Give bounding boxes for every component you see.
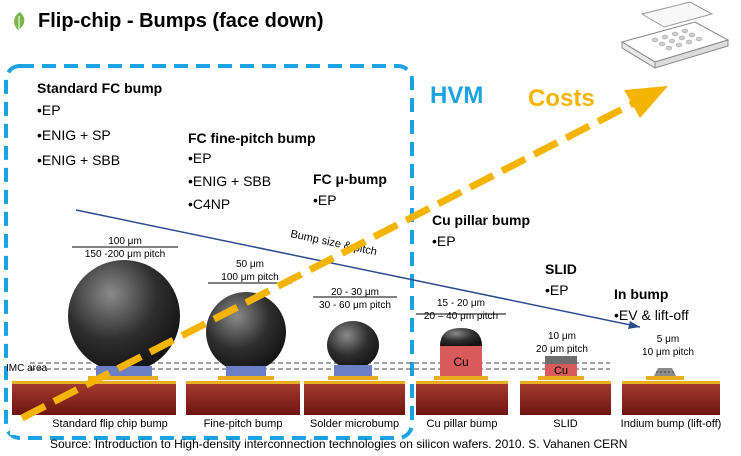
list-item: •EP bbox=[432, 233, 456, 249]
slid-inner-label: Cu bbox=[554, 365, 568, 377]
page-title: Flip-chip - Bumps (face down) bbox=[38, 10, 324, 32]
list-item: •EP bbox=[188, 150, 212, 166]
cu-pillar-title: Cu pillar bump bbox=[432, 212, 530, 228]
mu-bump-title: FC μ-bump bbox=[313, 171, 387, 187]
list-item: •EV & lift-off bbox=[614, 307, 689, 323]
standard-caption: Standard flip chip bump bbox=[52, 418, 168, 430]
fine-pitch-dimensions: 50 μm 100 μm pitch bbox=[200, 258, 300, 284]
hvm-label: HVM bbox=[430, 82, 484, 109]
fine-pitch-list: •EP •ENIG + SBB •C4NP bbox=[188, 147, 271, 216]
source-citation: Source: Introduction to High-density int… bbox=[50, 437, 628, 451]
costs-arrow bbox=[20, 86, 668, 422]
indium-caption: Indium bump (lift-off) bbox=[620, 418, 722, 430]
bump-pitch: 20 μm pitch bbox=[536, 344, 588, 355]
bump-size: 50 μm bbox=[236, 259, 264, 270]
fine-pitch-bump-figure bbox=[186, 292, 300, 415]
fine-pitch-title: FC fine-pitch bump bbox=[188, 130, 316, 146]
list-item: •EP bbox=[37, 102, 61, 118]
slid-dimensions: 10 μm 20 μm pitch bbox=[522, 330, 602, 356]
standard-dimensions: 100 μm 150 -200 μm pitch bbox=[68, 235, 182, 261]
cu-pillar-list: •EP bbox=[432, 229, 456, 254]
indium-dimensions: 5 μm 10 μm pitch bbox=[628, 333, 708, 359]
hvm-box bbox=[4, 64, 414, 440]
slid-caption: SLID bbox=[553, 418, 578, 430]
cu-pillar-inner-label: Cu bbox=[453, 355, 468, 369]
costs-label: Costs bbox=[528, 85, 595, 112]
bump-size: 10 μm bbox=[548, 331, 576, 342]
list-item: •EP bbox=[313, 192, 337, 208]
bump-size: 5 μm bbox=[656, 334, 680, 345]
cu-pillar-figure bbox=[416, 328, 508, 415]
flip-chip-icon bbox=[620, 1, 730, 69]
bump-size: 100 μm bbox=[108, 236, 142, 247]
list-item: •EP bbox=[545, 282, 569, 298]
fine-pitch-caption: Fine-pitch bump bbox=[203, 418, 283, 430]
standard-fc-title: Standard FC bump bbox=[37, 80, 163, 96]
cu-pillar-dimensions: 15 - 20 μm 20 – 40 μm pitch bbox=[412, 297, 510, 323]
slid-list: •EP bbox=[545, 278, 569, 303]
in-bump-list: •EV & lift-off bbox=[614, 303, 689, 328]
imc-label: IMC area bbox=[6, 363, 48, 374]
cu-pillar-caption: Cu pillar bump bbox=[426, 418, 498, 430]
bump-pitch: 150 -200 μm pitch bbox=[84, 249, 166, 260]
bump-pitch: 100 μm pitch bbox=[221, 272, 279, 283]
list-item: •ENIG + SP bbox=[37, 127, 111, 143]
list-item: •ENIG + SBB bbox=[37, 152, 121, 168]
bump-pitch: 20 – 40 μm pitch bbox=[423, 311, 499, 322]
microbump-dimensions: 20 - 30 μm 30 - 60 μm pitch bbox=[305, 286, 405, 312]
microbump-caption: Solder microbump bbox=[309, 418, 400, 430]
bump-pitch: 10 μm pitch bbox=[642, 347, 694, 358]
microbump-figure bbox=[304, 321, 405, 415]
bump-pitch: 30 - 60 μm pitch bbox=[319, 300, 391, 311]
leaf-icon bbox=[14, 12, 25, 30]
list-item: •C4NP bbox=[188, 196, 231, 212]
slid-figure bbox=[520, 356, 611, 415]
standard-fc-list: •EP •ENIG + SP •ENIG + SBB bbox=[37, 98, 120, 173]
in-bump-title: In bump bbox=[614, 286, 669, 302]
bump-size: 20 - 30 μm bbox=[330, 287, 379, 298]
mu-bump-list: •EP bbox=[313, 188, 337, 213]
trend-arrow bbox=[75, 209, 641, 328]
indium-bump-figure bbox=[622, 368, 720, 415]
list-item: •ENIG + SBB bbox=[188, 173, 272, 189]
slid-title: SLID bbox=[545, 261, 577, 277]
bump-size: 15 - 20 μm bbox=[436, 298, 485, 309]
